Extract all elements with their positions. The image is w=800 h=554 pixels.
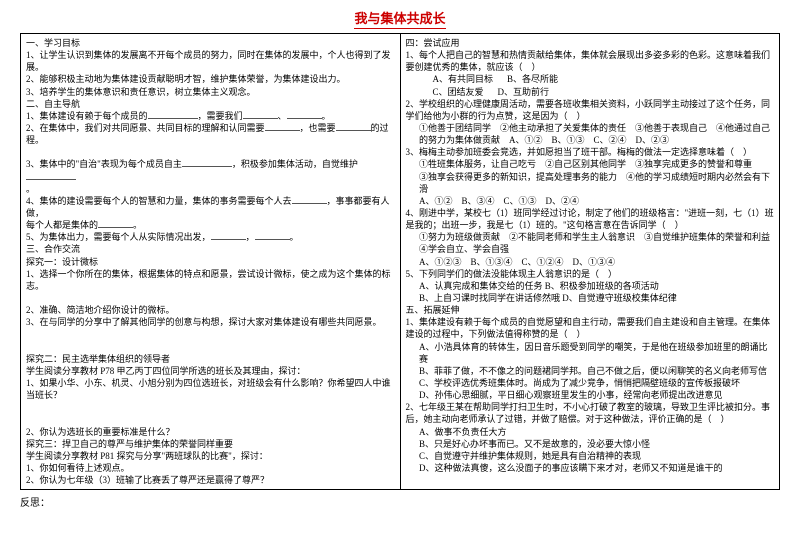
r2: 2、学校组织的心理健康周活动，需要各班收集相关资料，小跃同学主动接过了这个任务，… [406,98,775,122]
e1a: A、小浩具体育的转体生，因日音乐题受到同学的嘲笑，于是他在班级参加班里的朗诵比赛 [406,341,775,365]
r4b: A、①②③ B、①③④ C、①②④ D、①③④ [406,256,775,268]
t1c: 3、在与同学的分享中了解其他同学的创意与构想，探讨大家对集体建设有哪些共同愿景。 [26,316,395,328]
l2: 2、能够积极主动地为集体建设贡献聪明才智，维护集体荣誉，为集体建设出力。 [26,73,395,85]
t1: 探究一：设计微标 [26,256,395,268]
l3: 3、培养学生的集体意识和责任意识，树立集体主义观念。 [26,86,395,98]
r5b: B、上自习课时找同学在讲话修然哦 D、自觉遵守班级校集体纪律 [406,292,775,304]
e2c: C、自觉遵守并维护集体规则，她是具有自治精神的表现 [406,450,775,462]
t3b: 1、你如何看待上述观点。 [26,462,395,474]
n3: 3、集体中的"自治"表现为每个成员自主，积极参加集体活动，自觉维护 [26,158,395,182]
r2a: ①他善于团结同学 ②他主动承担了关爱集体的责任 ③他善于表现自己 ④他通过自己的… [406,122,775,146]
n4: 4、集体的建设需要每个人的智慧和力量，集体的事务需要每个人去，事事都要有人做， [26,195,395,219]
e1d: D、孙伟心思细腻，平日细心观察班里发生的小事，经常向老师提出改进意见 [406,389,775,401]
r4a: ①努力为班级做贡献 ②不能同老师和学生主人翁意识 ③自觉维护班集体的荣誉和利益 … [406,231,775,255]
t1b: 2、准确、简洁地介绍你设计的微标。 [26,304,395,316]
n2: 2、在集体中，我们对共同愿景、共同目标的理解和认同需要，也需要的过程。 [26,122,395,146]
l1: 1、让学生认识到集体的发展离不开每个成员的努力，同时在集体的发展中，个人也得到了… [26,49,395,73]
n1: 1、集体建设有赖于每个成员的，需要我们、。 [26,110,395,122]
r5: 5、下列同学们的做法没能体现主人翁意识的是（ ） [406,268,775,280]
n5: 5、为集体出力，需要每个人从实际情况出发，，。 [26,231,395,243]
t3: 探究三：捍卫自己的尊严与维护集体的荣誉同样重要 [26,438,395,450]
r3c: A、①② B、③④ C、①③ D、②④ [406,195,775,207]
r5a: A、认真完成和集体交给的任务 B、积极参加班级的各项活动 [406,280,775,292]
r4: 4、刚进中学，某校七（1）班同学经过讨论，制定了他们的班级格言："进班一刻，七（… [406,207,775,231]
right-column: 四：尝试应用 1、每个人把自己的智慧和热情贡献给集体，集体就会展现出多姿多彩的色… [400,34,780,490]
h3: 三、合作交流 [26,243,395,255]
e1b: B、菲菲了做，不不像之的问题裙同学邦。自己不做之后，便以闲聊笑的名义向老师写信 [406,365,775,377]
e1c: C、学校评选优秀班集体时。尚成为了减少竞争，悄悄把隔壁班级的宣传板报破坏 [406,377,775,389]
r3a: ①牲班集体服务，让自己吃亏 ②自己区别其他同学 ③独享完成更多的赞誉和尊重 [406,158,775,170]
t2b: 1、如果小华、小东、机灵、小旭分别为四位选班长，对班级会有什么影响？你希望四人中… [26,377,395,401]
t2c: 2、你认为选班长的重要标准是什么？ [26,426,395,438]
r1: 1、每个人把自己的智慧和热情贡献给集体，集体就会展现出多姿多彩的色彩。这意味着我… [406,49,775,73]
r3: 3、梅梅主动参加班委会竞选，并如愿担当了班干部。梅梅的做法一定选择意味着（ ） [406,146,775,158]
page-title: 我与集体共成长 [354,8,445,29]
footer: 反思： [20,494,780,509]
content-table: 一、学习目标 1、让学生认识到集体的发展离不开每个成员的努力，同时在集体的发展中… [20,33,780,490]
e1: 1、集体建设有赖于每个成员的自觉愿望和自主行动，需要我们自主建设和自主管理。在集… [406,316,775,340]
h5: 五、拓展延伸 [406,304,775,316]
r1o2: C、团结友爱D、互助前行 [406,86,775,98]
t2a: 学生阅读分享教材 P78 甲乙丙丁四位同学所选的班长及其理由，探讨： [26,365,395,377]
t2: 探究二：民主选举集体组织的领导者 [26,353,395,365]
r3b: ③独享会获得更多的新知识，提高处理事务的能力 ④他的学习成绩短时期内必然会有下滑 [406,171,775,195]
h2: 二、自主导航 [26,98,395,110]
h1: 一、学习目标 [26,37,395,49]
e2a: A、做事不负责任大方 [406,426,775,438]
t3c: 2、你认为七年级（3）班输了比赛丢了尊严还是赢得了尊严？ [26,474,395,486]
t1a: 1、选择一个你所在的集体，根据集体的特点和愿景，尝试设计微标，使之成为这个集体的… [26,268,395,292]
e2d: D、这种做法真傻，这么没面子的事应该瞒下来才对，老师又不知道是谁干的 [406,462,775,474]
e2b: B、只是好心办坏事而已。又不是故意的，没必要大惊小怪 [406,438,775,450]
t3a: 学生阅读分享教材 P81 探究与分享"两班球队的比赛"，探讨： [26,450,395,462]
h4: 四：尝试应用 [406,37,775,49]
left-column: 一、学习目标 1、让学生认识到集体的发展离不开每个成员的努力，同时在集体的发展中… [21,34,401,490]
e2: 2、七年级王某在帮助同学打扫卫生时，不小心打破了教室的玻璃，导致卫生评比被扣分。… [406,401,775,425]
r1o1: A、有共同目标B、各尽所能 [406,73,775,85]
